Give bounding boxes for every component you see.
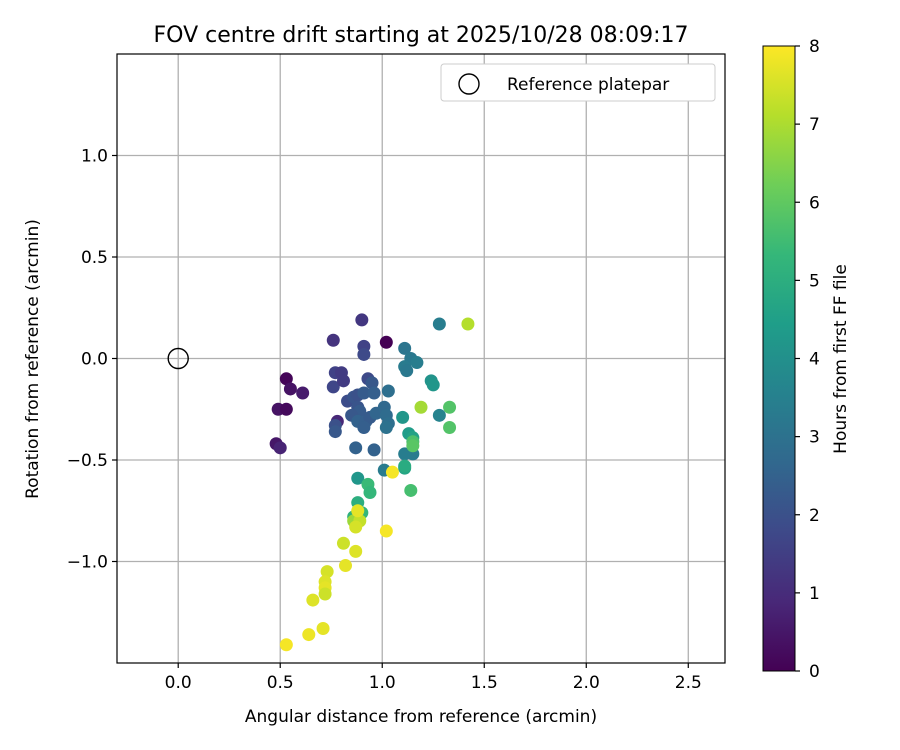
data-point (349, 441, 363, 455)
y-tick-label: 0.5 (81, 248, 108, 268)
data-point (400, 364, 414, 378)
data-point (406, 439, 420, 453)
legend: Reference platepar (440, 63, 716, 102)
data-point (385, 465, 399, 479)
data-point (306, 593, 320, 607)
data-point (336, 536, 350, 550)
data-point (351, 504, 365, 518)
colorbar-label: Hours from first FF file (831, 264, 851, 454)
data-point (357, 347, 371, 361)
data-point (410, 356, 424, 370)
colorbar-tick-label: 4 (809, 350, 820, 370)
data-point (396, 410, 410, 424)
data-point (381, 384, 395, 398)
data-point (432, 317, 446, 331)
y-tick-label: 1.0 (81, 147, 108, 167)
colorbar-tick-label: 2 (809, 506, 820, 526)
data-point (379, 421, 393, 435)
data-point (296, 386, 310, 400)
y-axis-ticks: 1.0 0.5 0.0 −0.5 −1.0 (67, 147, 117, 573)
y-tick-label: 0.0 (81, 350, 108, 370)
data-point (461, 317, 475, 331)
data-point (273, 441, 287, 455)
x-tick-label: 0.5 (267, 673, 294, 693)
colorbar: 0 1 2 3 4 5 6 7 8 Hours from first FF file (762, 37, 851, 682)
data-point (357, 421, 371, 435)
chart-title: FOV centre drift starting at 2025/10/28 … (154, 23, 689, 48)
data-point (328, 425, 342, 439)
colorbar-tick-label: 3 (809, 428, 820, 448)
colorbar-tick-label: 6 (809, 193, 820, 213)
x-tick-label: 1.0 (369, 673, 396, 693)
data-point (326, 380, 340, 394)
data-point (379, 335, 393, 349)
data-point (365, 376, 379, 390)
data-point (367, 386, 381, 400)
colorbar-gradient (762, 45, 796, 672)
data-point (302, 628, 316, 642)
data-point (283, 382, 297, 396)
data-point (398, 341, 412, 355)
x-tick-label: 2.0 (573, 673, 600, 693)
data-point (443, 400, 457, 414)
legend-marker-reference (458, 73, 480, 95)
colorbar-tick-label: 1 (809, 584, 820, 604)
data-point (443, 421, 457, 435)
data-point (279, 638, 293, 652)
x-axis-ticks: 0.0 0.5 1.0 1.5 2.0 2.5 (165, 663, 702, 693)
data-point (363, 485, 377, 499)
x-axis-label: Angular distance from reference (arcmin) (245, 707, 597, 727)
data-point (367, 443, 381, 457)
legend-box (440, 63, 716, 102)
data-point (404, 483, 418, 497)
data-point (379, 524, 393, 538)
data-point (339, 559, 353, 573)
y-axis-label: Rotation from reference (arcmin) (23, 219, 43, 499)
data-point (355, 313, 369, 327)
data-point (279, 372, 293, 386)
data-point (349, 520, 363, 534)
colorbar-tick-label: 0 (809, 662, 820, 682)
colorbar-tick-label: 8 (809, 37, 820, 57)
data-point (318, 587, 332, 601)
legend-label-reference: Reference platepar (507, 75, 669, 95)
reference-point (167, 347, 189, 370)
y-tick-label: −0.5 (67, 451, 108, 471)
data-point (316, 621, 330, 635)
data-point (320, 565, 334, 579)
data-point (349, 544, 363, 558)
data-point (432, 408, 446, 422)
colorbar-ticks: 0 1 2 3 4 5 6 7 8 (795, 37, 820, 682)
data-point (279, 402, 293, 416)
x-tick-label: 2.5 (675, 673, 702, 693)
reference-marker (167, 347, 189, 370)
data-point (336, 374, 350, 388)
data-points (269, 313, 475, 652)
colorbar-tick-label: 7 (809, 115, 820, 135)
y-tick-label: −1.0 (67, 553, 108, 573)
data-point (326, 333, 340, 347)
x-tick-label: 1.5 (471, 673, 498, 693)
x-tick-label: 0.0 (165, 673, 192, 693)
data-point (426, 378, 440, 392)
colorbar-tick-label: 5 (809, 271, 820, 291)
data-point (398, 459, 412, 473)
data-point (351, 471, 365, 485)
data-point (398, 447, 412, 461)
data-point (414, 400, 428, 414)
data-point (357, 386, 371, 400)
